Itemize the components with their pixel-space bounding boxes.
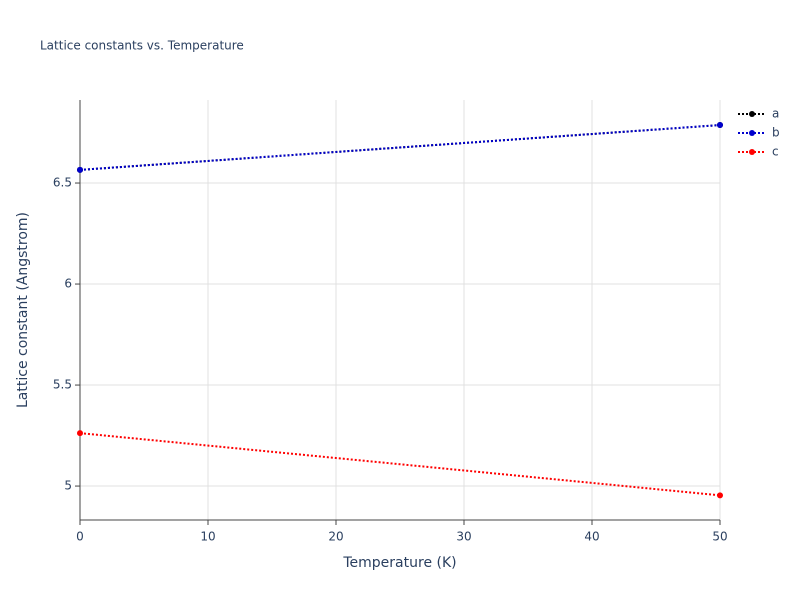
x-axis-label: Temperature (K) xyxy=(342,555,456,571)
data-point xyxy=(77,166,83,173)
x-tick-label: 20 xyxy=(328,530,343,544)
x-tick-label: 40 xyxy=(584,530,599,544)
legend-marker xyxy=(749,130,755,136)
legend-marker xyxy=(749,111,755,117)
legend-label: b xyxy=(772,126,780,140)
legend-marker xyxy=(749,149,755,155)
y-tick-label: 6.5 xyxy=(53,176,72,190)
x-tick-label: 30 xyxy=(456,530,471,544)
legend-label: c xyxy=(772,145,779,159)
data-point xyxy=(717,122,723,129)
data-point xyxy=(77,430,83,437)
legend-label: a xyxy=(772,107,779,121)
y-tick-label: 5 xyxy=(64,479,72,493)
x-tick-label: 0 xyxy=(76,530,84,544)
y-tick-label: 6 xyxy=(64,277,72,291)
chart-title: Lattice constants vs. Temperature xyxy=(40,39,244,53)
data-point xyxy=(717,492,723,499)
series-line xyxy=(79,432,721,497)
y-tick-label: 5.5 xyxy=(53,378,72,392)
series-line xyxy=(79,124,721,171)
y-axis-label: Lattice constant (Angstrom) xyxy=(15,212,31,408)
x-tick-label: 50 xyxy=(712,530,727,544)
x-tick-label: 10 xyxy=(200,530,215,544)
